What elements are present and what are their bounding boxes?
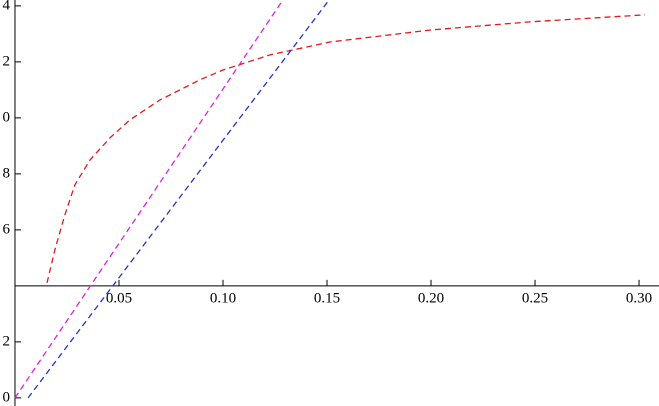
y-tick-label: 0 [2, 109, 10, 125]
x-tick-label: 0.15 [314, 290, 340, 306]
curve [14, 0, 284, 399]
x-tick-label: 0.25 [522, 290, 548, 306]
curve [27, 0, 330, 399]
x-tick-label: 0.30 [626, 290, 652, 306]
y-tick-label: 6 [2, 221, 10, 237]
y-tick-label: 0 [2, 389, 10, 405]
x-tick-label: 0.10 [210, 290, 236, 306]
y-tick-label: 2 [2, 53, 10, 69]
x-tick-label: 0.05 [106, 290, 132, 306]
x-tick-label: 0.20 [418, 290, 444, 306]
y-tick-label: 4 [2, 0, 10, 13]
y-tick-label: 8 [2, 165, 10, 181]
y-tick-label: 2 [2, 333, 10, 349]
curve [46, 14, 646, 283]
